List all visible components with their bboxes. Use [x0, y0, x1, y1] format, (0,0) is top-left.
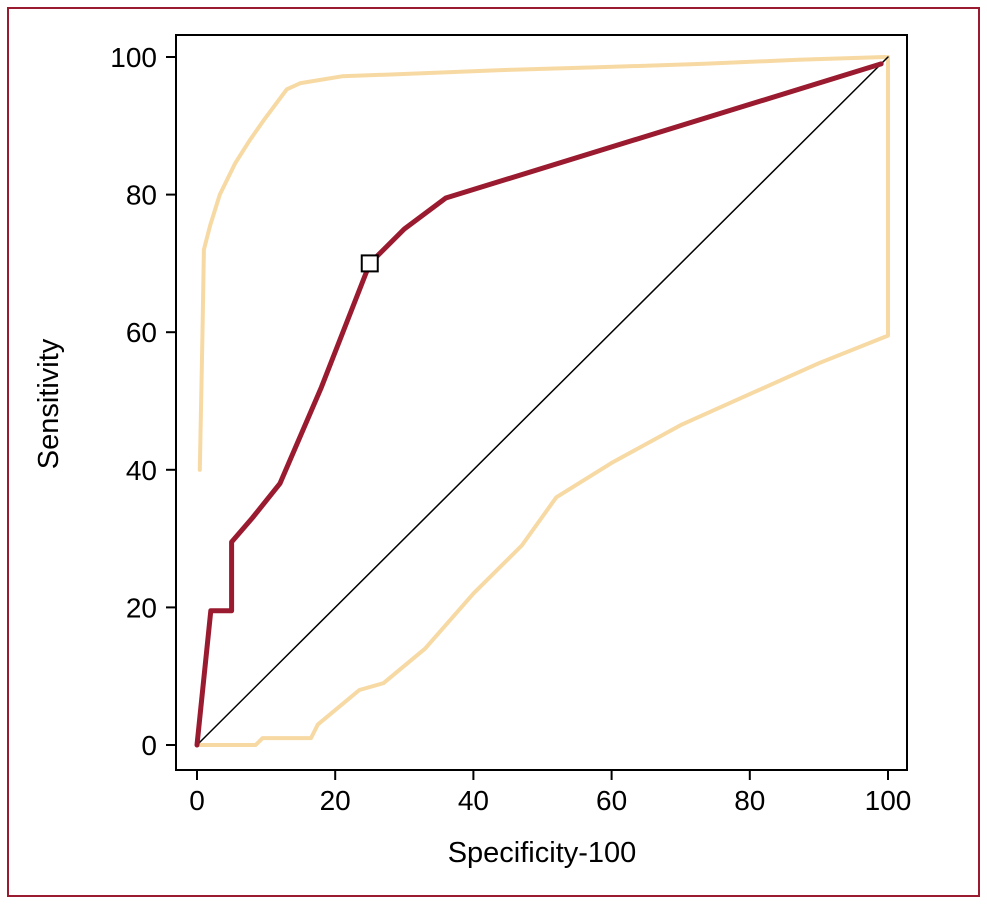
y-tick-label: 0	[141, 730, 157, 761]
x-tick-label: 60	[596, 785, 627, 816]
x-tick-label: 0	[189, 785, 205, 816]
x-axis-label: Specificity-100	[448, 837, 637, 869]
x-tick-label: 80	[734, 785, 765, 816]
y-tick-label: 40	[126, 455, 157, 486]
y-tick-label: 80	[126, 180, 157, 211]
optimal-cutoff-marker	[360, 254, 379, 273]
upper-confidence-band-line	[197, 55, 888, 472]
lower-confidence-band-line	[195, 55, 890, 747]
y-tick-label: 20	[126, 592, 157, 623]
y-axis-label: Sensitivity	[33, 338, 65, 469]
roc-curve-line	[194, 61, 884, 748]
reference-diagonal-line	[196, 56, 889, 746]
x-tick-label: 100	[865, 785, 912, 816]
y-tick-label: 60	[126, 317, 157, 348]
x-tick-label: 20	[320, 785, 351, 816]
y-tick-label: 100	[110, 42, 157, 73]
plot-border	[175, 34, 908, 771]
x-tick-label: 40	[458, 785, 489, 816]
